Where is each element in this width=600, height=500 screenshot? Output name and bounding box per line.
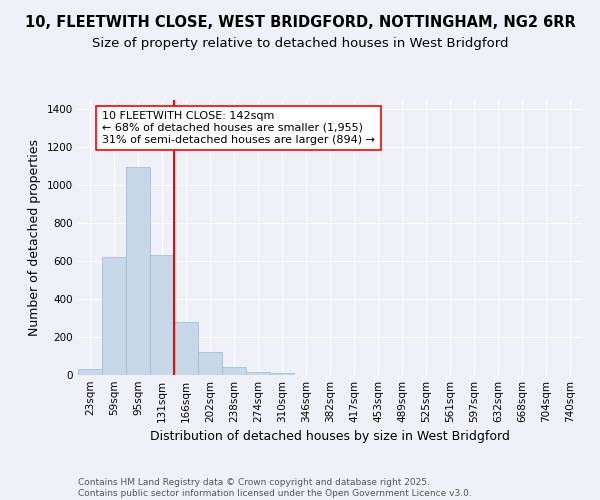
- X-axis label: Distribution of detached houses by size in West Bridgford: Distribution of detached houses by size …: [150, 430, 510, 444]
- Text: 10, FLEETWITH CLOSE, WEST BRIDGFORD, NOTTINGHAM, NG2 6RR: 10, FLEETWITH CLOSE, WEST BRIDGFORD, NOT…: [25, 15, 575, 30]
- Bar: [270, 373, 294, 375]
- Bar: [222, 368, 246, 375]
- Text: 10 FLEETWITH CLOSE: 142sqm
← 68% of detached houses are smaller (1,955)
31% of s: 10 FLEETWITH CLOSE: 142sqm ← 68% of deta…: [102, 112, 375, 144]
- Text: Size of property relative to detached houses in West Bridgford: Size of property relative to detached ho…: [92, 38, 508, 51]
- Bar: [246, 372, 270, 375]
- Bar: [198, 352, 222, 375]
- Bar: [150, 254, 174, 375]
- Text: Contains HM Land Registry data © Crown copyright and database right 2025.
Contai: Contains HM Land Registry data © Crown c…: [78, 478, 472, 498]
- Bar: [102, 258, 126, 375]
- Y-axis label: Number of detached properties: Number of detached properties: [28, 139, 41, 336]
- Bar: [78, 370, 102, 375]
- Bar: [174, 322, 198, 375]
- Bar: [126, 168, 150, 375]
